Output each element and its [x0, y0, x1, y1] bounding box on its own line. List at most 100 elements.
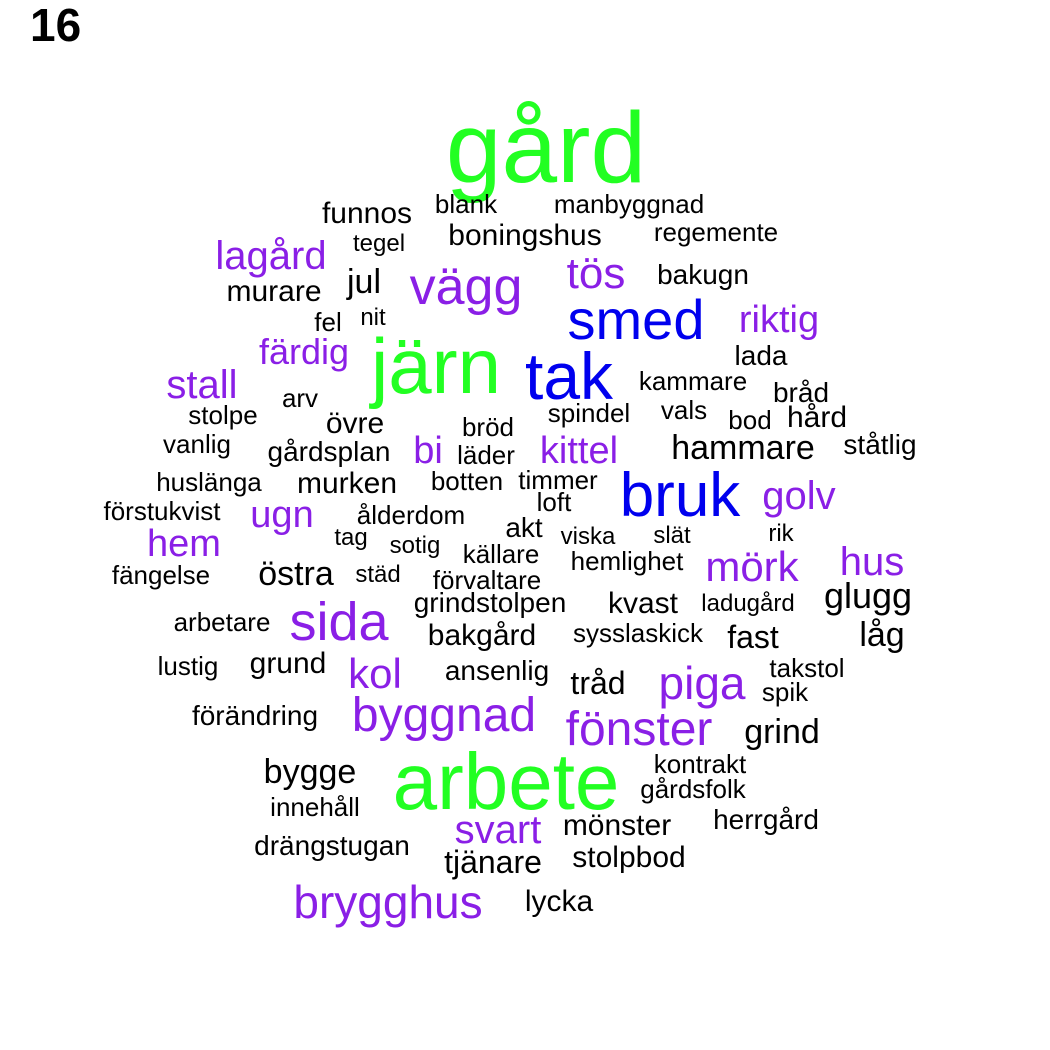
- word-takstol: takstol: [769, 653, 845, 683]
- word-ladugard: ladugård: [701, 590, 795, 617]
- word-herrgard: herrgård: [713, 804, 819, 835]
- word-kallare: källare: [462, 539, 540, 569]
- word-forandring: förändring: [191, 700, 319, 731]
- word-hard: hård: [786, 401, 848, 434]
- word-sida: sida: [289, 592, 389, 652]
- word-kammare: kammare: [638, 366, 748, 396]
- word-lag: låg: [859, 616, 905, 654]
- word-brod: bröd: [461, 412, 515, 442]
- word-nit: nit: [360, 304, 386, 331]
- word-statlig: ståtlig: [843, 429, 917, 460]
- word-bakugn: bakugn: [657, 259, 749, 290]
- word-hemlighet: hemlighet: [570, 546, 684, 576]
- word-piga: piga: [658, 657, 746, 709]
- word-tjanare: tjänare: [444, 844, 542, 880]
- word-spik: spik: [761, 677, 809, 707]
- word-hammare: hammare: [671, 429, 815, 467]
- word-bruk: bruk: [619, 461, 741, 530]
- word-lycka: lycka: [524, 885, 594, 918]
- word-murken: murken: [296, 467, 398, 500]
- word-byggnad: byggnad: [351, 689, 537, 742]
- word-vagg: vägg: [409, 258, 523, 316]
- word-fel: fel: [314, 307, 342, 337]
- word-regemente: regemente: [653, 217, 779, 247]
- word-kittel: kittel: [539, 430, 619, 472]
- word-tos: tös: [566, 249, 626, 298]
- word-sotig: sotig: [389, 532, 441, 559]
- word-arbetare: arbetare: [173, 607, 271, 637]
- word-bi: bi: [413, 430, 443, 472]
- word-stolpbod: stolpbod: [572, 841, 686, 874]
- word-vals: vals: [660, 395, 708, 425]
- word-stall: stall: [166, 363, 238, 407]
- word-tak: tak: [524, 339, 614, 413]
- word-jarn: järn: [370, 322, 502, 410]
- word-murare: murare: [226, 275, 322, 308]
- word-bod: bod: [728, 405, 772, 435]
- word-bakgard: bakgård: [427, 619, 537, 652]
- word-kontrakt: kontrakt: [653, 749, 747, 779]
- word-huslanga: huslänga: [156, 467, 262, 497]
- word-forstukvist: förstukvist: [103, 496, 221, 526]
- word-gardsfolk: gårdsfolk: [640, 774, 746, 804]
- word-lustig: lustig: [157, 651, 219, 681]
- word-stad: städ: [355, 561, 401, 588]
- word-ansenlig: ansenlig: [444, 655, 550, 686]
- word-lader: läder: [457, 440, 515, 470]
- word-golv: golv: [762, 474, 836, 518]
- word-jul: jul: [346, 263, 382, 301]
- word-innehall: innehåll: [270, 792, 360, 822]
- word-tegel: tegel: [352, 230, 406, 257]
- word-blank: blank: [434, 189, 498, 219]
- word-svart: svart: [454, 808, 542, 852]
- word-vanlig: vanlig: [163, 429, 231, 459]
- word-brygghus: brygghus: [293, 876, 483, 928]
- word-spindel: spindel: [547, 398, 631, 428]
- word-sysslaskick: sysslaskick: [572, 618, 704, 648]
- word-tag: tag: [334, 524, 368, 551]
- word-boningshus: boningshus: [448, 219, 602, 252]
- word-funnos: funnos: [321, 197, 413, 230]
- word-hus: hus: [839, 540, 905, 584]
- word-arv: arv: [281, 383, 319, 413]
- word-ovre: övre: [325, 407, 385, 440]
- word-hem: hem: [147, 523, 221, 565]
- word-viska: viska: [560, 523, 616, 550]
- word-gardsplan: gårdsplan: [267, 436, 391, 467]
- word-ugn: ugn: [250, 494, 314, 536]
- word-riktig: riktig: [738, 299, 820, 341]
- word-lagard: lagård: [215, 234, 327, 278]
- word-brad: bråd: [772, 377, 830, 408]
- word-forvaltare: förvaltare: [432, 565, 542, 595]
- word-drangstugan: drängstugan: [254, 830, 410, 861]
- word-fangelse: fängelse: [111, 560, 211, 590]
- word-rik: rik: [768, 520, 794, 547]
- word-loft: loft: [536, 487, 572, 517]
- word-grindstolpen: grindstolpen: [413, 587, 567, 618]
- word-alderdom: ålderdom: [356, 500, 466, 530]
- word-mork: mörk: [705, 543, 799, 590]
- word-monster: mönster: [562, 809, 672, 842]
- word-grund: grund: [249, 647, 327, 680]
- word-bygge: bygge: [263, 753, 357, 791]
- word-gard: gård: [445, 92, 647, 204]
- word-kvast: kvast: [607, 587, 679, 620]
- word-kol: kol: [348, 650, 402, 697]
- word-fast: fast: [727, 619, 779, 655]
- word-trad: tråd: [570, 665, 626, 701]
- word-akt: akt: [505, 512, 543, 543]
- word-fardig: färdig: [258, 331, 350, 372]
- word-grind: grind: [744, 713, 820, 751]
- word-ostra: östra: [258, 555, 334, 593]
- word-stolpe: stolpe: [188, 400, 258, 430]
- word-glugg: glugg: [823, 575, 913, 616]
- word-slat: slät: [653, 522, 691, 549]
- word-fonster: fönster: [565, 703, 713, 756]
- panel-number-label: 16: [30, 0, 82, 51]
- word-timmer: timmer: [518, 465, 598, 495]
- word-smed: smed: [567, 288, 705, 351]
- word-lada: lada: [734, 340, 788, 371]
- word-botten: botten: [430, 466, 504, 496]
- word-manbyggnad: manbyggnad: [553, 189, 705, 219]
